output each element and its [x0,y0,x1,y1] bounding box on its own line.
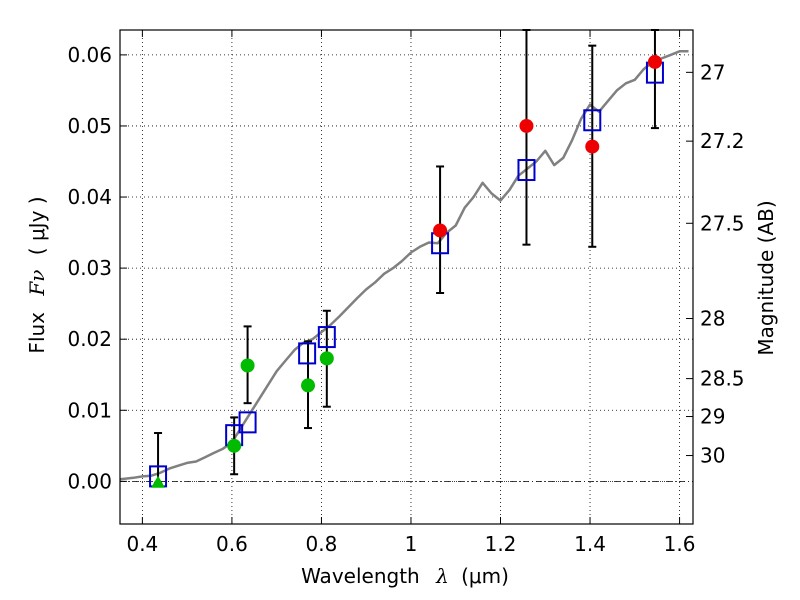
red-observed-point [585,139,600,154]
observed-points [151,54,662,488]
y-axis-label-unit: ( μJy ) [25,196,49,255]
x-tick-label: 1.2 [485,532,517,556]
model-photometry-square [238,411,257,434]
y-tick-label: 0.00 [67,469,112,493]
green-observed-point [240,358,255,373]
magnitude-tick-label: 27.5 [700,211,745,235]
y2-axis-label: Magnitude (AB) [754,200,778,355]
magnitude-tick-label: 29 [700,405,725,429]
red-observed-point [647,54,662,69]
magnitude-tick-label: 30 [700,444,725,468]
y-axis-label-text: Flux [25,312,49,354]
model-photometry-square [298,342,317,365]
model-photometry-square [317,326,336,349]
y-tick-label: 0.04 [67,185,112,209]
x-axis-label: Wavelength λ (μm) [301,564,509,588]
red-observed-point [433,223,448,238]
magnitude-tick-label: 27.2 [700,129,745,153]
green-observed-point [319,351,334,366]
model-spectrum [119,50,689,481]
x-axis-label-symbol: λ [435,564,449,588]
magnitude-tick-labels: 27 27.2 27.5 28 28.5 29 30 [700,60,745,467]
y-axis-label-symbol: Fν [25,270,49,297]
x-axis-label-unit: (μm) [461,564,509,588]
model-photometry-square [583,109,602,132]
red-observed-point [519,118,534,133]
x-tick-label: 0.6 [216,532,248,556]
y-tick-labels: 0.00 0.01 0.02 0.03 0.04 0.05 0.06 [67,43,112,493]
y-tick-label: 0.06 [67,43,112,67]
grid [120,30,693,524]
y-tick-label: 0.05 [67,114,112,138]
magnitude-tick-label: 28 [700,307,725,331]
x-tick-label: 1.4 [574,532,606,556]
x-tick-label: 1.6 [664,532,696,556]
plot-frame [119,29,694,525]
y-tick-label: 0.03 [67,256,112,280]
y-tick-label: 0.01 [67,398,112,422]
model-spectrum-line [119,50,689,481]
magnitude-tick-label: 27 [700,60,725,84]
green-upper-limit-triangle [151,475,166,488]
x-tick-label: 1 [405,532,418,556]
model-photometry-square [517,159,536,182]
x-axis-label-text: Wavelength [301,564,420,588]
green-observed-point [301,378,316,393]
x-tick-label: 0.8 [306,532,338,556]
y-axis-label: Flux Fν ( μJy ) [25,196,49,353]
ticks [120,30,693,524]
x-tick-labels: 0.4 0.6 0.8 1 1.2 1.4 1.6 [126,532,695,556]
magnitude-tick-label: 28.5 [700,367,745,391]
green-observed-point [227,438,242,453]
x-tick-label: 0.4 [126,532,158,556]
model-photometry-points [149,61,664,488]
y-tick-label: 0.02 [67,327,112,351]
